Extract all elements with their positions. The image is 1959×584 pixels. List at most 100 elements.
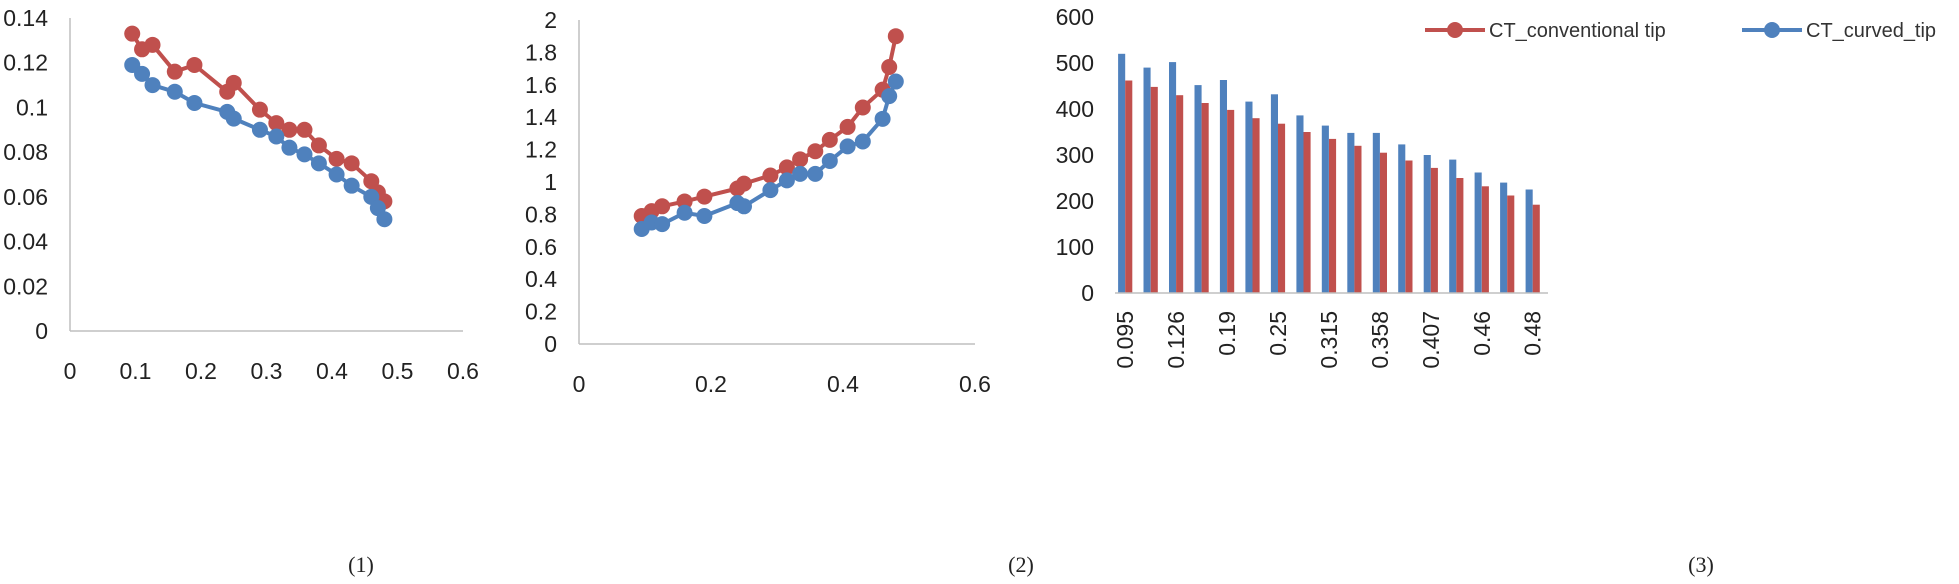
data-point-series-1 bbox=[839, 118, 856, 135]
y-tick-label: 1 bbox=[544, 169, 557, 195]
data-point-series-1 bbox=[792, 151, 809, 168]
bar-curved bbox=[1423, 155, 1431, 293]
data-point-series-1 bbox=[310, 137, 327, 154]
y-tick-label: 0 bbox=[35, 318, 48, 344]
data-point-series-1 bbox=[736, 175, 752, 192]
y-tick-label: 0.06 bbox=[3, 184, 48, 210]
x-tick-label: 0 bbox=[573, 371, 586, 397]
bar-conventional bbox=[1125, 80, 1133, 293]
data-point-series-1 bbox=[251, 101, 268, 118]
bar-curved bbox=[1372, 132, 1380, 293]
data-point-series-2 bbox=[736, 198, 752, 215]
data-point-series-2 bbox=[343, 177, 360, 194]
data-point-series-1 bbox=[268, 115, 285, 132]
y-tick-label: 1.4 bbox=[525, 104, 557, 130]
x-tick-label: 0.6 bbox=[447, 358, 479, 384]
y-tick-label: 0.12 bbox=[3, 50, 48, 76]
data-point-series-1 bbox=[778, 159, 795, 176]
x-tick-label: 0.46 bbox=[1469, 311, 1495, 356]
bar-conventional bbox=[1227, 109, 1235, 294]
bar-curved bbox=[1398, 144, 1406, 293]
caption-panel-3: (3) bbox=[1688, 552, 1714, 577]
x-tick-label: 0.095 bbox=[1112, 311, 1138, 369]
x-tick-label: 0.126 bbox=[1163, 311, 1189, 369]
y-tick-label: 1.8 bbox=[525, 39, 557, 65]
chart-panel-1: 0 0.02 0.04 0.06 0.08 0.1 0.12 0.14 0 0.1 0.2 0.3 0.… bbox=[3, 5, 479, 384]
y-tick-label: 0 bbox=[1081, 280, 1094, 306]
bar-curved bbox=[1194, 85, 1202, 293]
caption-panel-2: (2) bbox=[1008, 552, 1034, 577]
bar-conventional bbox=[1354, 145, 1362, 293]
bar-curved bbox=[1347, 132, 1355, 293]
x-tick-label: 0.19 bbox=[1214, 311, 1240, 356]
y-tick-label: 500 bbox=[1056, 50, 1094, 76]
data-point-series-2 bbox=[251, 121, 268, 138]
data-point-series-1 bbox=[821, 131, 838, 148]
x-tick-label: 0.1 bbox=[120, 358, 152, 384]
y-tick-label: 1.6 bbox=[525, 72, 557, 98]
data-point-series-1 bbox=[186, 56, 203, 73]
bar-curved bbox=[1449, 159, 1457, 293]
x-tick-label: 0.3 bbox=[251, 358, 283, 384]
x-tick-label: 0 bbox=[64, 358, 77, 384]
legend-label: CT_conventional tip bbox=[1489, 20, 1666, 42]
y-tick-label: 200 bbox=[1056, 188, 1094, 214]
x-tick-label: 0.6 bbox=[959, 371, 991, 397]
y-tick-label: 400 bbox=[1056, 96, 1094, 122]
bar-conventional bbox=[1481, 186, 1489, 293]
data-point-series-2 bbox=[225, 110, 242, 127]
data-point-series-2 bbox=[778, 172, 795, 189]
data-point-series-2 bbox=[887, 73, 904, 90]
data-point-series-2 bbox=[144, 77, 161, 94]
bar-conventional bbox=[1507, 195, 1515, 293]
y-tick-label: 0.02 bbox=[3, 273, 48, 299]
y-tick-label: 0.6 bbox=[525, 234, 557, 260]
x-tick-label: 0.25 bbox=[1265, 311, 1291, 356]
bar-curved bbox=[1118, 53, 1126, 293]
x-tick-label: 0.5 bbox=[382, 358, 414, 384]
bar-conventional bbox=[1379, 152, 1387, 293]
y-tick-label: 0 bbox=[544, 331, 557, 357]
bar-curved bbox=[1143, 67, 1151, 293]
bar-conventional bbox=[1303, 132, 1311, 293]
y-tick-label: 0.08 bbox=[3, 139, 48, 165]
y-tick-label: 0.4 bbox=[525, 266, 557, 292]
bar-curved bbox=[1525, 189, 1533, 293]
data-point-series-1 bbox=[676, 193, 693, 210]
bar-conventional bbox=[1278, 123, 1286, 293]
bar-curved bbox=[1296, 115, 1304, 294]
y-tick-label: 100 bbox=[1056, 234, 1094, 260]
x-tick-label: 0.48 bbox=[1520, 311, 1546, 356]
bar-conventional bbox=[1532, 204, 1540, 293]
legend-dot-marker bbox=[1764, 22, 1780, 38]
data-point-series-2 bbox=[839, 138, 856, 155]
y-tick-label: 1.2 bbox=[525, 137, 557, 163]
data-point-series-1 bbox=[328, 150, 345, 167]
data-point-series-1 bbox=[762, 167, 779, 184]
data-point-series-1 bbox=[654, 198, 671, 215]
data-point-series-2 bbox=[268, 128, 285, 145]
data-point-series-2 bbox=[186, 94, 203, 111]
y-tick-label: 2 bbox=[544, 7, 557, 33]
x-tick-label: 0.407 bbox=[1418, 311, 1444, 369]
bar-curved bbox=[1219, 80, 1227, 293]
data-point-series-1 bbox=[124, 25, 141, 42]
bar-conventional bbox=[1150, 86, 1158, 294]
data-point-series-2 bbox=[134, 65, 151, 82]
chart-panel-3: 0 100 200 300 400 500 600 0.095 0.126 0.19 0.25 0.3… bbox=[1056, 4, 1936, 369]
data-point-series-2 bbox=[792, 165, 809, 182]
data-point-series-1 bbox=[854, 99, 871, 116]
data-point-series-1 bbox=[166, 63, 183, 80]
x-tick-label: 0.4 bbox=[827, 371, 859, 397]
data-point-series-2 bbox=[807, 165, 824, 182]
data-point-series-2 bbox=[296, 146, 313, 163]
data-point-series-2 bbox=[328, 166, 345, 183]
bar-curved bbox=[1500, 182, 1508, 293]
data-point-series-2 bbox=[854, 133, 871, 150]
y-tick-label: 0.2 bbox=[525, 299, 557, 325]
bar-curved bbox=[1321, 125, 1329, 293]
data-point-series-1 bbox=[807, 143, 824, 160]
data-point-series-2 bbox=[376, 211, 393, 228]
data-point-series-1 bbox=[343, 155, 360, 172]
y-tick-label: 600 bbox=[1056, 4, 1094, 30]
